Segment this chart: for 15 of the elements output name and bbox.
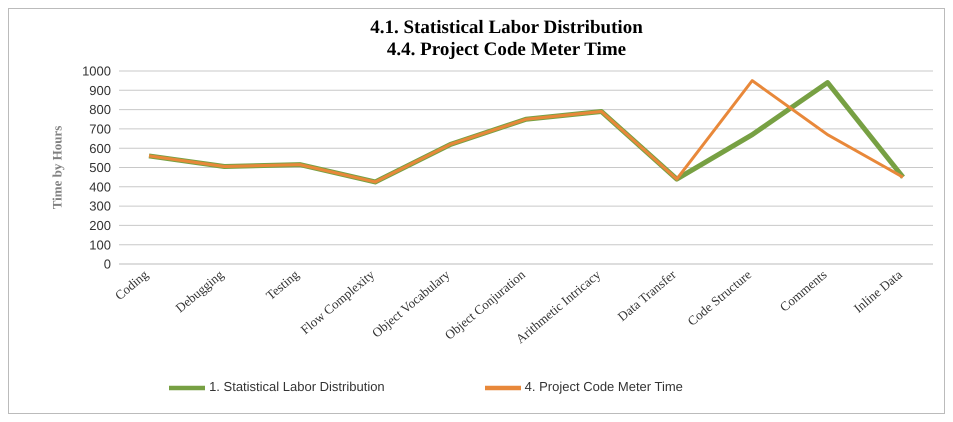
y-tick-label: 1000 [82,64,111,79]
legend-label: 4. Project Code Meter Time [524,379,683,394]
y-tick-label: 800 [89,102,111,118]
y-tick-label: 100 [89,237,111,252]
y-tick-label: 600 [89,140,111,156]
y-axis-title: Time by Hours [50,126,65,210]
y-tick-label: 200 [89,218,111,234]
y-tick-label: 900 [89,82,111,98]
chart-title: 4.1. Statistical Labor Distribution 4.4. Project Code Meter Time [369,17,644,61]
legend-label: 1. Statistical Labor Distribution [209,379,385,394]
y-tick-label: 0 [104,256,111,272]
y-tick-label: 400 [89,179,111,194]
y-tick-label: 500 [89,160,111,176]
y-tick-label: 300 [89,198,111,214]
y-tick-label: 700 [89,122,111,137]
